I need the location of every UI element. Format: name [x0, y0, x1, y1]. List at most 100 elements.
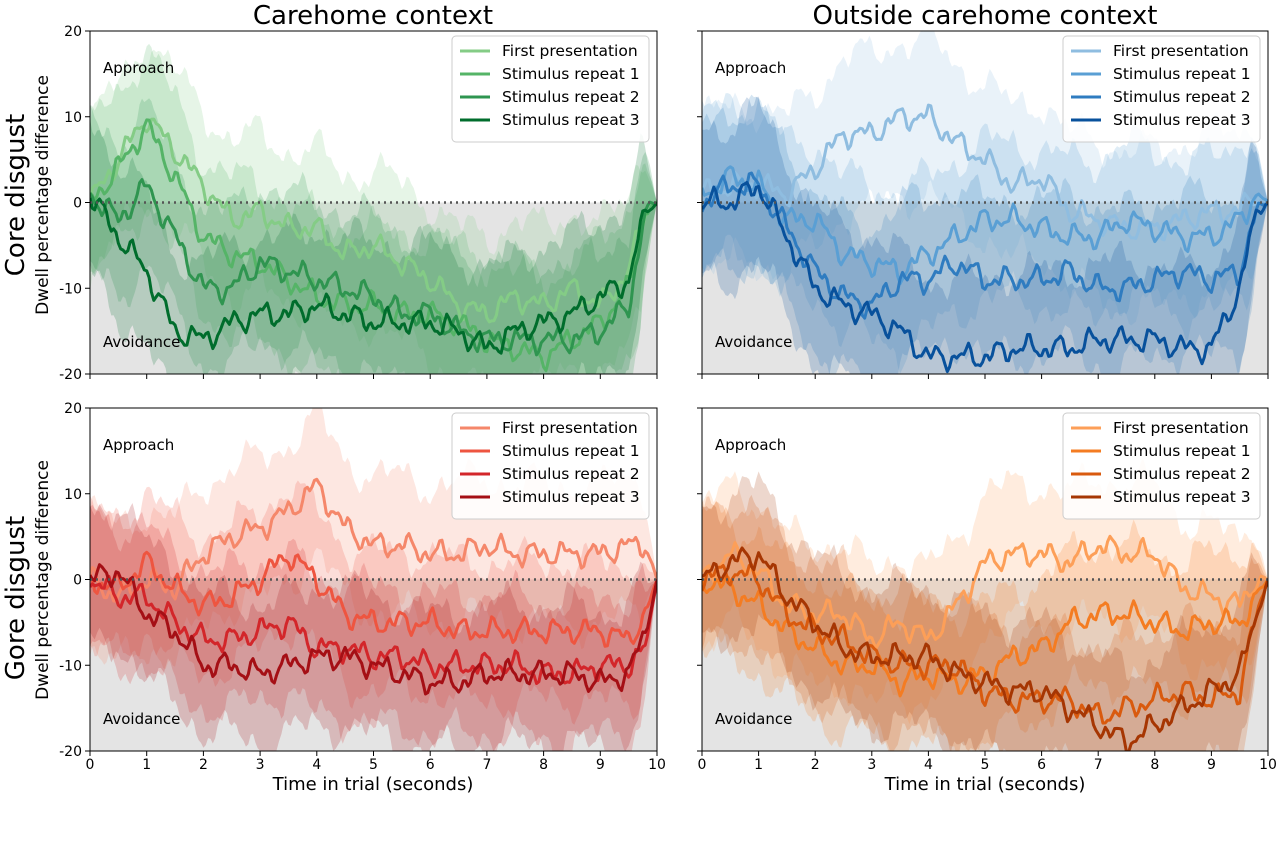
y-tick-label: 0 — [73, 196, 82, 212]
series-line — [702, 103, 1268, 242]
avoidance-label: Avoidance — [715, 710, 792, 728]
plot-area — [90, 408, 657, 751]
legend-label: Stimulus repeat 3 — [1113, 488, 1251, 506]
y-tick-label: -20 — [59, 744, 82, 760]
row-title-core-disgust: Core disgust — [1, 114, 31, 276]
legend: First presentation Stimulus repeat 1 Stimu… — [451, 35, 650, 143]
y-tick-label: -20 — [59, 367, 82, 383]
y-tick-label: 10 — [64, 487, 82, 503]
x-tick-label: 1 — [142, 757, 151, 773]
legend-label: Stimulus repeat 1 — [1113, 442, 1251, 460]
ylabel-core: Dwell percentage difference — [33, 75, 53, 315]
y-tick-label: -10 — [59, 281, 82, 297]
series-line — [702, 181, 1268, 374]
confidence-band — [90, 503, 657, 751]
column-title-carehome: Carehome context — [253, 1, 493, 31]
ylabel-gore: Dwell percentage difference — [33, 460, 53, 700]
xlabel-right: Time in trial (seconds) — [884, 774, 1086, 795]
x-tick-label: 4 — [924, 757, 933, 773]
series-line — [702, 575, 1268, 698]
legend-label: Stimulus repeat 2 — [502, 465, 640, 483]
row-title-gore-disgust: Gore disgust — [1, 516, 31, 680]
legend-label: First presentation — [1113, 42, 1249, 60]
legend-label: Stimulus repeat 3 — [502, 111, 640, 129]
x-tick-label: 10 — [1259, 757, 1277, 773]
approach-label: Approach — [103, 436, 174, 454]
y-tick-label: 20 — [64, 401, 82, 417]
legend-label: First presentation — [502, 419, 638, 437]
panel-1: -20 -10 0 10 20 Approach Avoidance First presen… — [59, 24, 658, 383]
panel-2: Approach Avoidance First presentation Stimu… — [697, 30, 1269, 379]
x-tick-label: 2 — [199, 757, 208, 773]
avoidance-label: Avoidance — [715, 333, 792, 351]
confidence-band — [702, 494, 1268, 751]
plot-area — [702, 457, 1268, 751]
legend-label: Stimulus repeat 1 — [502, 65, 640, 83]
x-tick-label: 9 — [1207, 757, 1216, 773]
confidence-band — [702, 457, 1268, 725]
plot-area — [702, 31, 1268, 374]
series-line — [702, 171, 1268, 320]
legend-label: First presentation — [502, 42, 638, 60]
legend-box — [451, 412, 650, 520]
series-line — [90, 550, 657, 648]
legend-label: Stimulus repeat 3 — [502, 488, 640, 506]
confidence-band — [90, 118, 657, 374]
x-tick-label: 9 — [596, 757, 605, 773]
legend-label: Stimulus repeat 1 — [1113, 65, 1251, 83]
series-line — [702, 546, 1268, 751]
x-tick-label: 10 — [648, 757, 666, 773]
series-line — [702, 563, 1268, 725]
series-line — [702, 165, 1268, 286]
x-tick-label: 6 — [426, 757, 435, 773]
legend-box — [1062, 35, 1261, 143]
approach-label: Approach — [715, 436, 786, 454]
x-tick-label: 3 — [867, 757, 876, 773]
series-line — [90, 477, 657, 603]
series-line — [90, 563, 657, 696]
legend-box — [1062, 412, 1261, 520]
y-tick-label: 10 — [64, 110, 82, 126]
series-line — [702, 534, 1268, 649]
y-tick-label: 20 — [64, 24, 82, 40]
x-tick-label: 0 — [698, 757, 707, 773]
x-tick-label: 4 — [312, 757, 321, 773]
confidence-band — [702, 497, 1268, 751]
series-line — [90, 197, 657, 355]
legend-label: Stimulus repeat 1 — [502, 442, 640, 460]
x-tick-label: 8 — [1150, 757, 1159, 773]
x-tick-label: 7 — [482, 757, 491, 773]
x-tick-label: 2 — [811, 757, 820, 773]
y-tick-label: 0 — [73, 573, 82, 589]
approach-label: Approach — [715, 59, 786, 77]
avoidance-label: Avoidance — [103, 710, 180, 728]
legend: First presentation Stimulus repeat 1 Stimu… — [451, 412, 650, 520]
legend-box — [451, 35, 650, 143]
y-tick-label: -10 — [59, 658, 82, 674]
avoidance-label: Avoidance — [103, 333, 180, 351]
legend: First presentation Stimulus repeat 1 Stimu… — [1062, 412, 1261, 520]
x-tick-label: 5 — [369, 757, 378, 773]
confidence-band — [702, 31, 1268, 326]
x-tick-label: 5 — [981, 757, 990, 773]
x-tick-label: 6 — [1037, 757, 1046, 773]
confidence-band — [702, 471, 1268, 751]
plot-area — [90, 43, 657, 374]
confidence-band — [90, 504, 657, 751]
panel-4: 0 1 2 3 4 5 6 7 8 9 10 Approach Avoidance First prese… — [697, 407, 1277, 773]
confidence-band — [90, 98, 657, 374]
x-tick-label: 8 — [539, 757, 548, 773]
legend-label: First presentation — [1113, 419, 1249, 437]
series-line — [90, 178, 657, 357]
series-line — [90, 117, 657, 324]
x-tick-label: 0 — [86, 757, 95, 773]
legend-label: Stimulus repeat 2 — [502, 88, 640, 106]
legend-label: Stimulus repeat 2 — [1113, 465, 1251, 483]
x-tick-label: 1 — [754, 757, 763, 773]
xlabel-left: Time in trial (seconds) — [272, 774, 474, 795]
legend-label: Stimulus repeat 3 — [1113, 111, 1251, 129]
x-tick-label: 3 — [256, 757, 265, 773]
column-title-outside-carehome: Outside carehome context — [813, 1, 1158, 31]
legend: First presentation Stimulus repeat 1 Stimu… — [1062, 35, 1261, 143]
